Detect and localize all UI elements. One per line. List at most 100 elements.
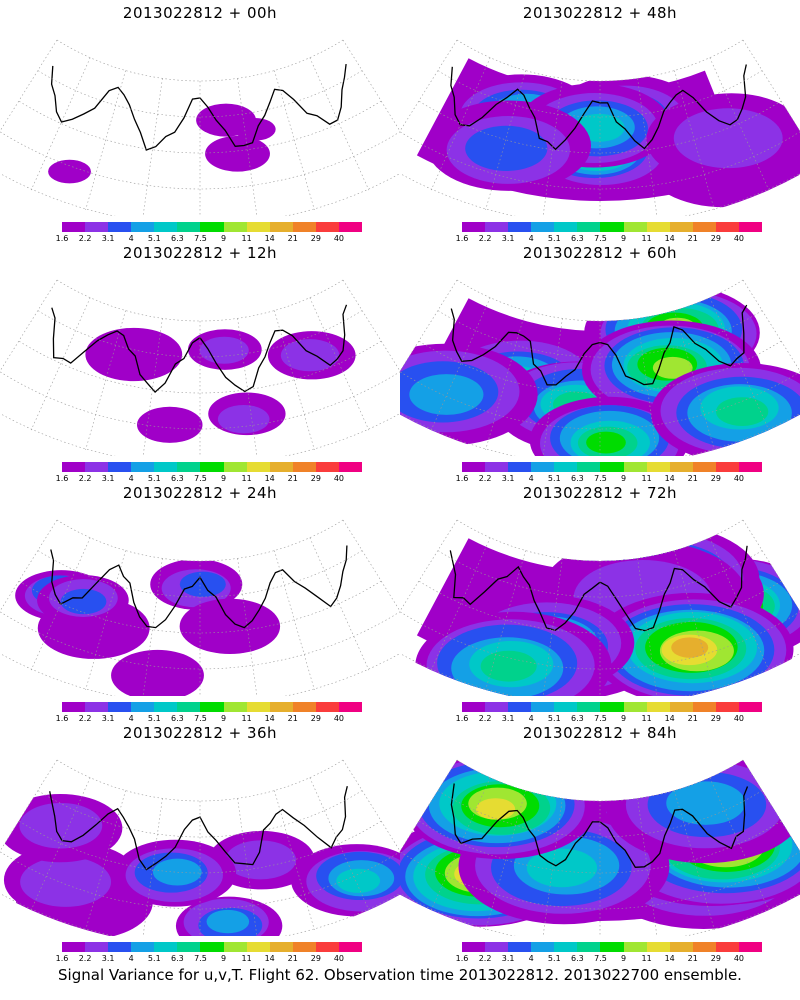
colorbar-segment [715,702,739,712]
colorbar-segment [292,942,316,952]
forecast-panel: 2013022812 + 84h 1.6 2.2 3.1 4 5.1 6.3 7.5 9 11 14… [400,720,800,965]
colorbar-segment [315,222,339,232]
variance-map [0,759,400,936]
longitude-gridline [85,310,126,451]
colorbar-segment [292,462,316,472]
colorbar-segment [554,942,578,952]
longitude-gridline [542,798,563,936]
longitude-gridline [237,318,258,456]
variance-contour [480,650,537,682]
colorbar-tick-label: 5.1 [147,474,161,483]
colorbar-segment [646,942,670,952]
colorbar-segment [338,462,363,472]
colorbar-tick-label: 1.6 [455,954,469,963]
colorbar-segment [646,702,670,712]
colorbar-tick-label: 7.5 [594,714,607,723]
colorbar-tick-label: 5.1 [547,954,561,963]
longitude-gridline [0,519,58,612]
variance-map [0,39,400,216]
variance-map [0,519,400,696]
longitude-gridline [30,297,91,431]
latitude-gridline [418,100,782,154]
colorbar-tick-label: 21 [287,234,298,243]
colorbar-tick-label: 40 [733,474,745,483]
colorbar-tick-label: 6.3 [571,234,584,243]
longitude-gridline [85,70,126,211]
longitude-gridline [274,550,315,691]
colorbar-segment [200,222,224,232]
colorbar-tick-label: 9 [620,714,627,723]
longitude-gridline [430,537,491,671]
colorbar-tick-label: 2.2 [478,234,492,243]
panel-title: 2013022812 + 00h [122,4,278,22]
colorbar-segment [738,702,763,712]
colorbar-tick-label: 4 [128,954,134,963]
colorbar-tick-label: 40 [733,714,745,723]
colorbar-segment [577,462,601,472]
colorbar-segment [177,462,201,472]
colorbar-tick-label: 9 [220,234,227,243]
colorbar-segment [508,462,532,472]
longitude-gridline [742,759,800,852]
colorbar-segment [623,462,647,472]
colorbar-tick-label: 14 [264,474,275,483]
latitude-gridline [18,580,382,634]
colorbar-tick-label: 11 [241,234,252,243]
colorbar-segment [223,702,247,712]
coastline [450,64,747,151]
latitude-gridline [18,820,382,874]
colorbar-tick-label: 29 [710,234,721,243]
colorbar-tick-label: 4 [128,474,134,483]
colorbar-tick-label: 7.5 [594,474,607,483]
longitude-gridline [400,759,458,852]
variance-contour [476,798,516,820]
colorbar-tick-label: 29 [310,954,321,963]
variance-contour [137,406,203,443]
longitude-gridline [542,78,563,216]
longitude-gridline [342,279,400,372]
colorbar-tick-label: 40 [733,234,745,243]
forecast-panel: 2013022812 + 12h 1.6 2.2 3.1 4 5.1 6.3 7.5 9 11 14… [0,240,400,485]
colorbar-segment [600,462,624,472]
longitude-gridline [309,297,370,431]
colorbar-segment [85,702,109,712]
latitude-gridline [418,580,782,634]
colorbar-tick-label: 9 [220,474,227,483]
longitude-gridline [430,57,491,191]
colorbar-tick-label: 6.3 [571,474,584,483]
colorbar-tick-label: 4 [528,474,534,483]
latitude-gridline [18,100,382,154]
variance-contour [217,404,270,434]
colorbar-tick-label: 4 [128,234,134,243]
colorbar-tick-label: 4 [528,234,534,243]
longitude-gridline [274,70,315,211]
colorbar-segment [315,702,339,712]
colorbar-tick-label: 29 [310,714,321,723]
colorbar-tick-label: 3.1 [501,954,515,963]
colorbar-segment [692,462,716,472]
colorbar-segment [485,702,509,712]
longitude-gridline [637,558,658,696]
variance-contour [19,802,103,849]
variance-contour [111,649,204,696]
longitude-gridline [85,550,126,691]
colorbar-tick-label: 29 [710,954,721,963]
variance-contour [20,856,112,907]
colorbar-tick-label: 2.2 [78,474,92,483]
colorbar-segment [554,702,578,712]
colorbar-tick-label: 21 [287,474,298,483]
variance-map [0,279,400,456]
colorbar-tick-label: 9 [620,234,627,243]
longitude-gridline [709,537,770,671]
colorbar [62,222,363,232]
colorbar [462,462,763,472]
longitude-gridline [0,759,58,852]
colorbar-tick-label: 3.1 [501,714,515,723]
colorbar-segment [223,222,247,232]
colorbar-tick-label: 6.3 [571,714,584,723]
colorbar-tick-label: 29 [710,714,721,723]
colorbar-tick-label: 6.3 [171,474,184,483]
variance-contour [465,125,548,171]
colorbar-segment [692,942,716,952]
colorbar-tick-label: 14 [664,954,675,963]
